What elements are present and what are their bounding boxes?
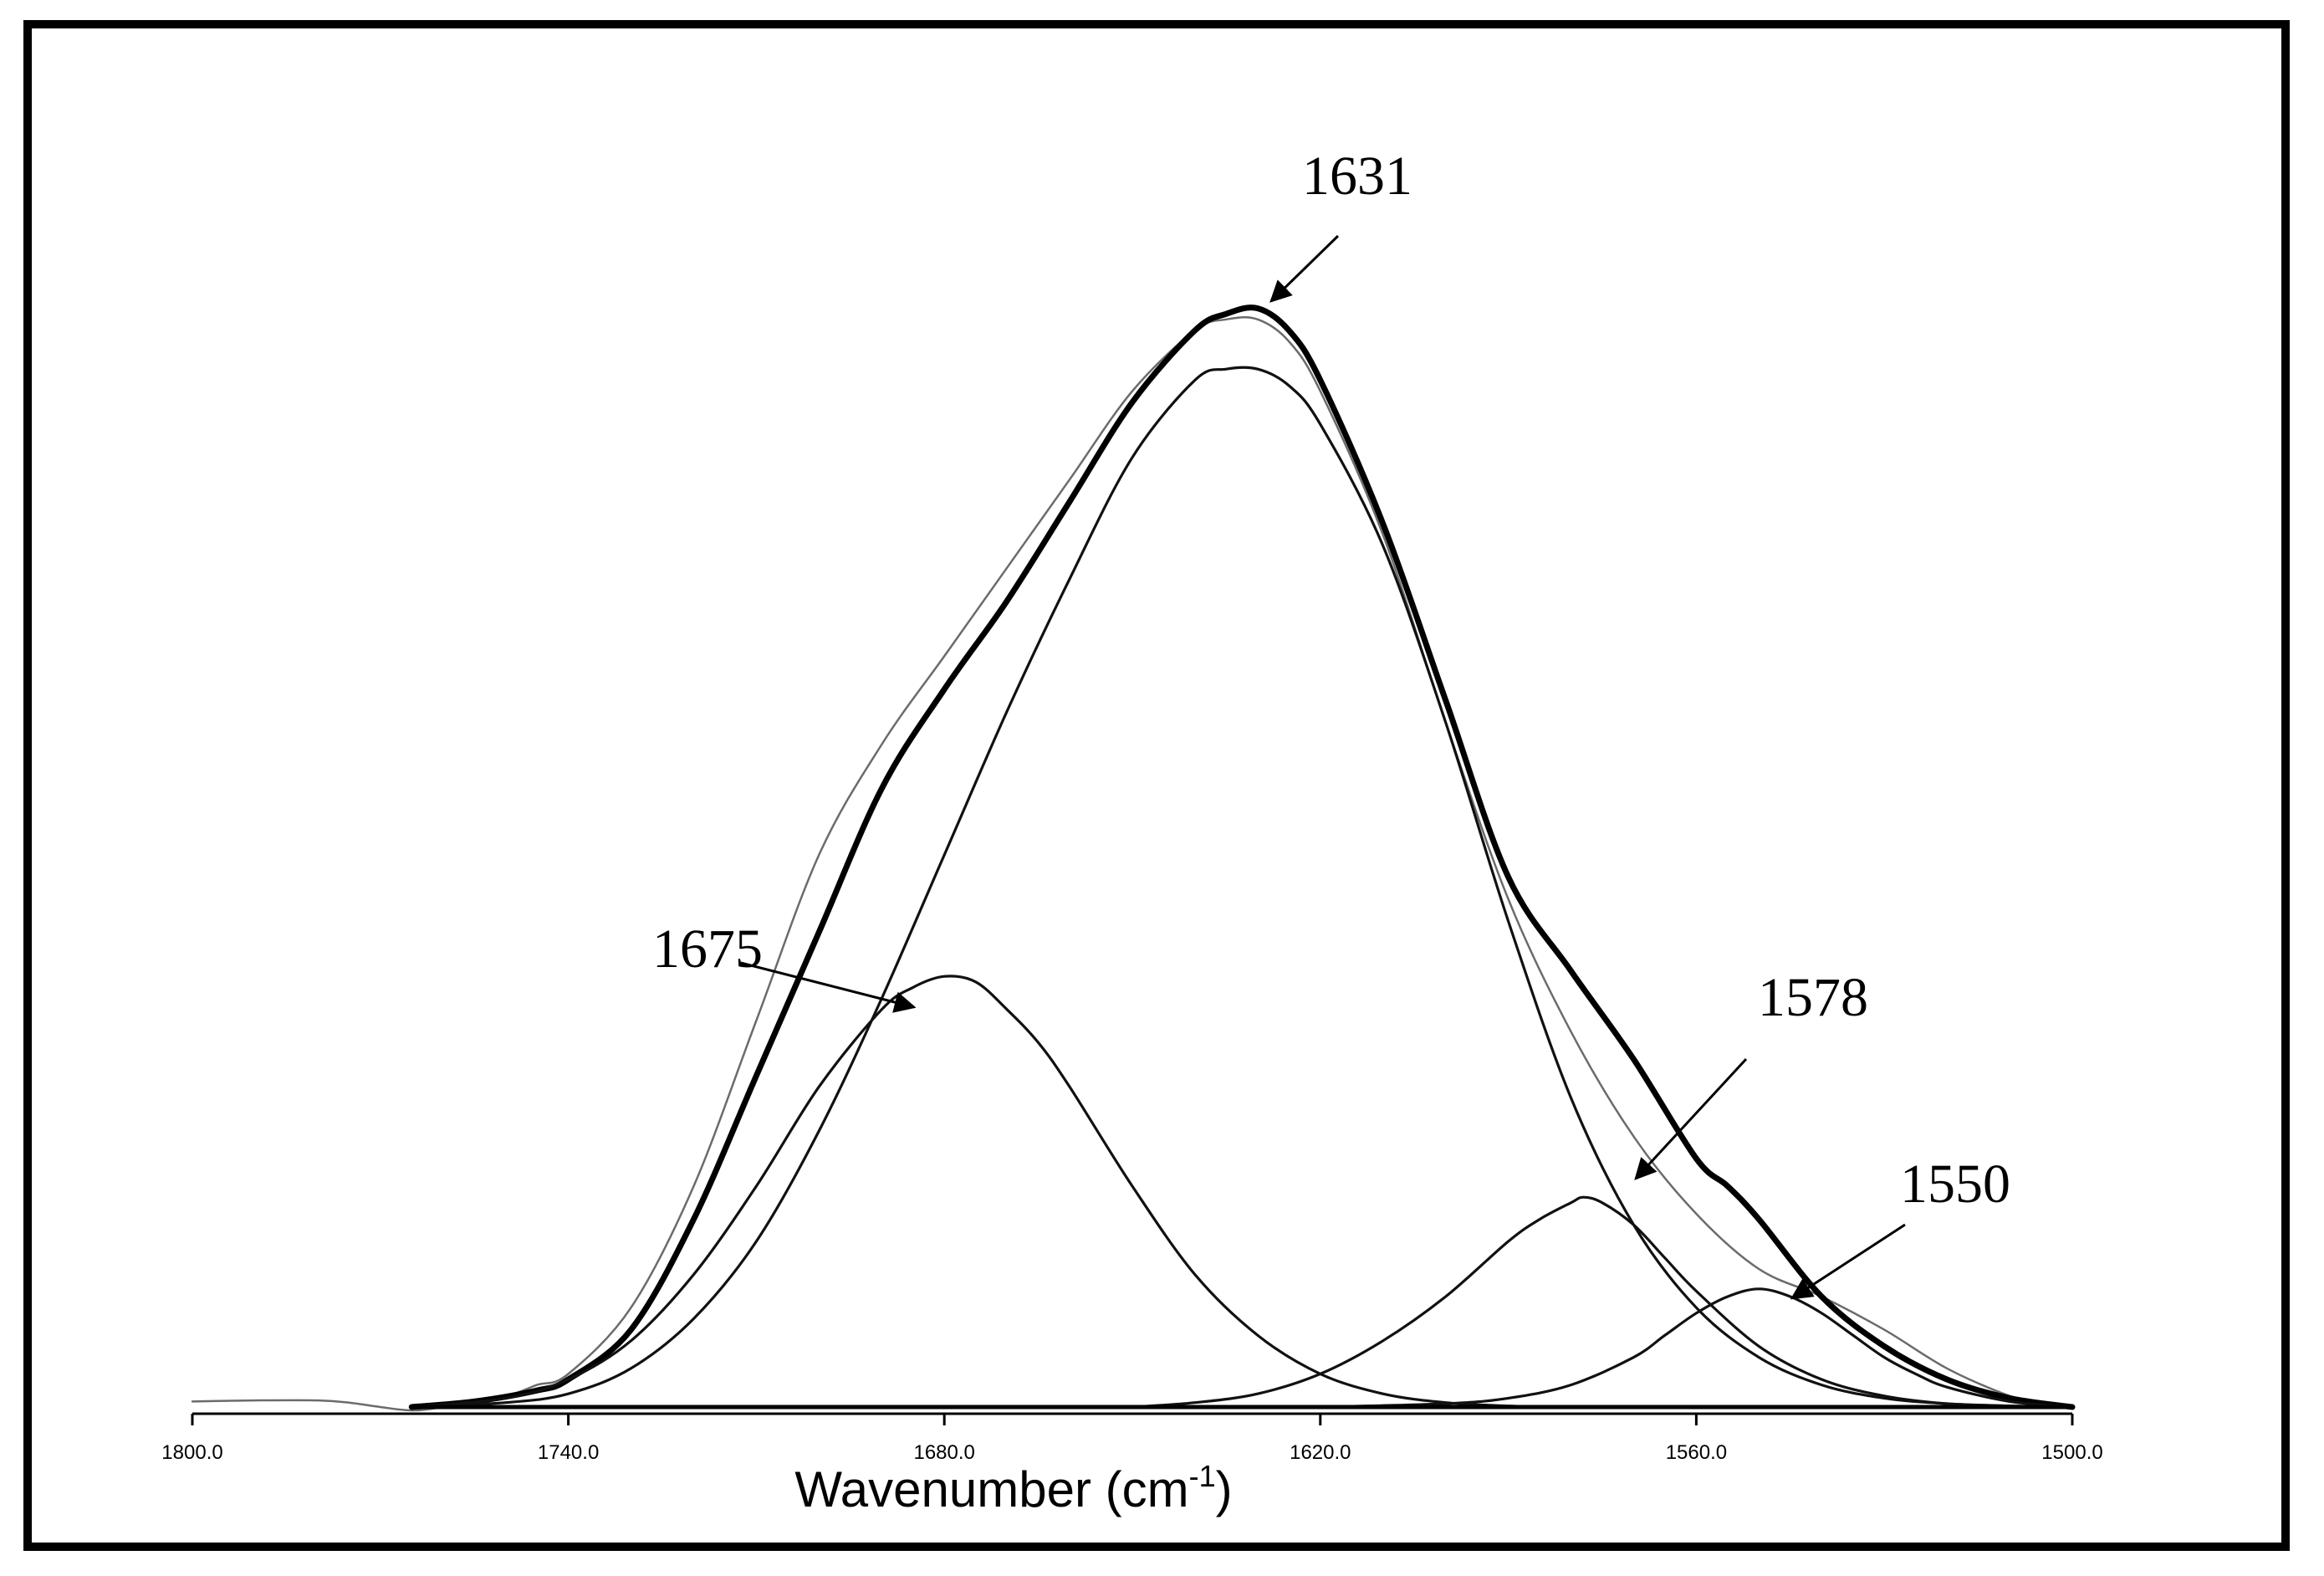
- x-tick-label: 1740.0: [538, 1441, 599, 1464]
- peak-arrow-1578: [1634, 1057, 1748, 1180]
- peak-label-1631: 1631: [1302, 146, 1412, 207]
- x-tick-label: 1500.0: [2041, 1441, 2102, 1464]
- x-tick-label: 1680.0: [913, 1441, 974, 1464]
- x-tick-label: 1560.0: [1666, 1441, 1727, 1464]
- x-tick-label: 1800.0: [161, 1441, 222, 1464]
- measured-spectrum-curve: [191, 316, 2074, 1412]
- peak-arrow-1675: [740, 961, 917, 1013]
- component-curve-1631: [410, 366, 2074, 1409]
- peak-arrow-1631: [1269, 234, 1340, 303]
- component-curve-1550: [1319, 1287, 2074, 1409]
- x-axis-title: Wavenumber (cm-1): [794, 1459, 1232, 1517]
- chart-frame: 1800.0 1740.0 1680.0 1620.0 1560.0 1500.0 163…: [23, 20, 2290, 1551]
- spectrum-plot: 1800.0 1740.0 1680.0 1620.0 1560.0 1500.0 163…: [161, 146, 2103, 1517]
- peak-label-1578: 1578: [1758, 967, 1868, 1028]
- series-group: [191, 304, 2076, 1412]
- annotations: 1631 1675 1578 1550: [652, 146, 2010, 1300]
- peak-label-1550: 1550: [1900, 1154, 2010, 1215]
- component-curve-1675: [410, 975, 1573, 1409]
- peak-label-1675: 1675: [652, 918, 763, 980]
- x-axis-title-superscript: -1: [1189, 1459, 1216, 1493]
- peak-arrow-1550: [1790, 1223, 1906, 1300]
- component-curve-1578: [1131, 1195, 2074, 1409]
- x-axis: 1800.0 1740.0 1680.0 1620.0 1560.0 1500.0: [161, 1412, 2103, 1464]
- fitted-sum-curve: [408, 304, 2076, 1410]
- x-tick-label: 1620.0: [1290, 1441, 1351, 1464]
